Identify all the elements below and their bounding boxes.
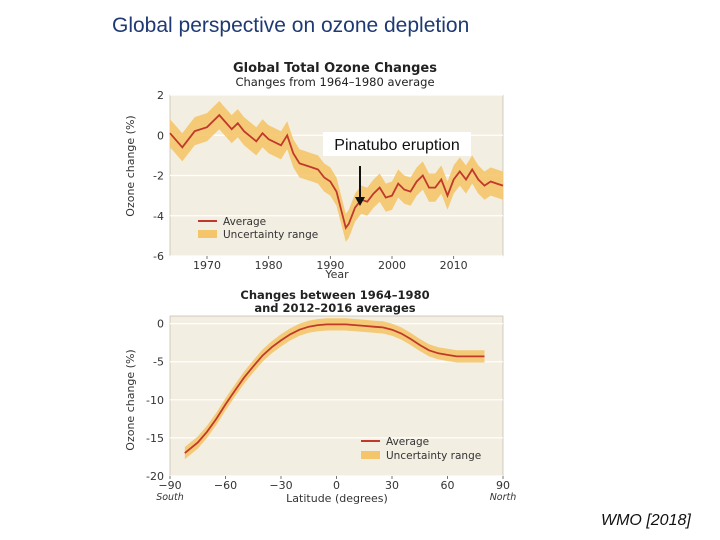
bottom-x-tick-label: 30 bbox=[385, 479, 399, 492]
top-legend-uncertainty-swatch bbox=[198, 230, 217, 238]
bottom-average-line bbox=[184, 323, 485, 454]
bottom-legend-uncertainty-label: Uncertainty range bbox=[386, 450, 481, 462]
bottom-uncertainty-band bbox=[184, 318, 485, 460]
bottom-chart-heading: Changes between 1964–1980 and 2012–2016 … bbox=[190, 289, 480, 315]
bottom-x-tick-label: −30 bbox=[269, 479, 292, 492]
bottom-legend-uncertainty-swatch bbox=[361, 451, 380, 459]
top-uncertainty-band bbox=[170, 101, 503, 242]
top-x-tick-label: 1970 bbox=[193, 259, 221, 272]
top-y-axis-label: Ozone change (%) bbox=[124, 115, 137, 216]
bottom-chart-title: Changes between 1964–1980 bbox=[240, 288, 430, 302]
pinatubo-annotation: Pinatubo eruption bbox=[334, 137, 459, 154]
citation: WMO [2018] bbox=[601, 512, 691, 529]
top-legend-uncertainty-label: Uncertainty range bbox=[223, 229, 318, 241]
bottom-x-axis-label: Latitude (degrees) bbox=[286, 492, 388, 505]
top-x-tick-label: 2010 bbox=[440, 259, 468, 272]
top-average-line bbox=[169, 113, 504, 230]
bottom-x-tick-label: 90 bbox=[496, 479, 510, 492]
bottom-chart-subtitle: and 2012–2016 averages bbox=[254, 301, 416, 315]
bottom-x-tick-label: −90 bbox=[158, 479, 181, 492]
bottom-plot-area bbox=[169, 315, 504, 477]
top-y-tick-label: -2 bbox=[153, 170, 164, 183]
bottom-y-tick-label: -20 bbox=[146, 470, 164, 483]
top-y-tick-label: -6 bbox=[153, 250, 164, 263]
bottom-x-tick-label: 0 bbox=[333, 479, 340, 492]
pinatubo-label-box bbox=[323, 132, 471, 156]
top-x-tick-label: 1980 bbox=[255, 259, 283, 272]
slide-title: Global perspective on ozone depletion bbox=[112, 14, 470, 37]
bottom-x-tick-label: 60 bbox=[441, 479, 455, 492]
top-chart-heading: Global Total Ozone Changes Changes from … bbox=[190, 62, 480, 89]
bottom-y-tick-label: -10 bbox=[146, 394, 164, 407]
bottom-y-tick-label: -5 bbox=[153, 356, 164, 369]
top-legend-average-label: Average bbox=[223, 216, 266, 228]
top-chart-title: Global Total Ozone Changes bbox=[233, 61, 437, 76]
top-y-tick-label: -4 bbox=[153, 210, 164, 223]
top-x-tick-label: 1990 bbox=[316, 259, 344, 272]
top-y-tick-label: 2 bbox=[157, 89, 164, 102]
top-x-axis-label: Year bbox=[324, 268, 349, 281]
bottom-x-tick-label: −60 bbox=[214, 479, 237, 492]
bottom-y-axis-label: Ozone change (%) bbox=[124, 349, 137, 450]
top-chart-subtitle: Changes from 1964–1980 average bbox=[235, 75, 435, 89]
bottom-y-tick-label: 0 bbox=[157, 318, 164, 331]
bottom-y-tick-label: -15 bbox=[146, 432, 164, 445]
bottom-legend-average-label: Average bbox=[386, 436, 429, 448]
bottom-x-tick-sublabel: South bbox=[156, 492, 184, 503]
bottom-x-tick-sublabel: North bbox=[490, 492, 517, 503]
top-x-tick-label: 2000 bbox=[378, 259, 406, 272]
top-y-tick-label: 0 bbox=[157, 129, 164, 142]
pinatubo-arrow-head bbox=[355, 197, 365, 206]
